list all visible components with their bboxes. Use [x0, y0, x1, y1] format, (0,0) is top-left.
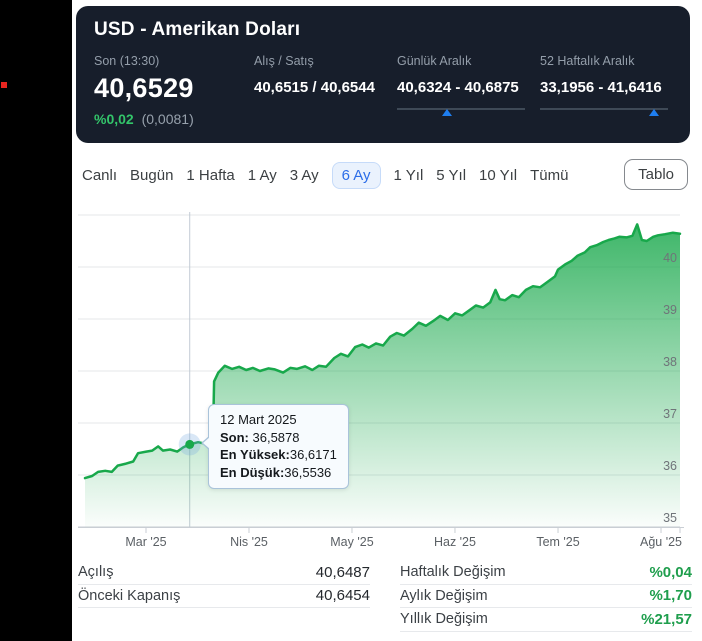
x-axis-label: Nis '25: [230, 535, 268, 549]
stat-last-label: Son (13:30): [94, 54, 160, 68]
tooltip-rows: Son: 36,5878 En Yüksek:36,6171 En Düşük:36…: [220, 429, 337, 482]
y-axis-label: 38: [663, 355, 677, 369]
y-axis-label: 36: [663, 459, 677, 473]
currency-page: USD - Amerikan Doları Son (13:30) 40,652…: [72, 0, 702, 641]
x-axis-label: Ağu '25: [640, 535, 682, 549]
summary-value: %1,70: [649, 587, 692, 605]
tab-6-ay[interactable]: 6 Ay: [331, 161, 381, 189]
tooltip-row: En Yüksek:36,6171: [220, 447, 337, 462]
summary-right-column: Haftalık Değişim %0,04 Aylık Değişim %1,70 Y…: [400, 561, 692, 632]
summary-label: Yıllık Değişim: [400, 611, 488, 628]
tooltip-row: En Düşük:36,5536: [220, 464, 332, 480]
52week-range-value: 33,1956 - 41,6416: [540, 79, 662, 96]
summary-row: Aylık Değişim %1,70: [400, 585, 692, 608]
range-marker-icon: [441, 109, 452, 116]
tab-canlı[interactable]: Canlı: [82, 166, 118, 184]
summary-label: Önceki Kapanış: [78, 587, 181, 604]
summary-value: %21,57: [641, 610, 692, 628]
price-area: [85, 224, 680, 527]
summary-row: Önceki Kapanış 40,6454: [78, 585, 370, 608]
stat-last: Son (13:30) 40,6529 %0,02 (0,0081): [94, 54, 194, 127]
stat-daily-range: Günlük Aralık 40,6324 - 40,6875: [397, 54, 525, 116]
change-row: %0,02 (0,0081): [94, 111, 194, 127]
tab-3-ay[interactable]: 3 Ay: [289, 166, 319, 184]
tooltip-date: 12 Mart 2025: [220, 412, 297, 427]
range-tabs: Canlı Bugün 1 Hafta 1 Ay 3 Ay 6 Ay 1 Yıl 5 Yıl 1…: [82, 159, 568, 191]
summary-label: Aylık Değişim: [400, 587, 488, 604]
summary-label: Açılış: [78, 564, 114, 581]
summary-value: %0,04: [649, 563, 692, 581]
daily-range-slider: [397, 108, 525, 116]
stat-bid-ask: Alış / Satış 40,6515 / 40,6544: [254, 54, 375, 96]
chart-marker: [185, 439, 195, 449]
quote-card: USD - Amerikan Doları Son (13:30) 40,652…: [76, 6, 690, 143]
summary-left-column: Açılış 40,6487 Önceki Kapanış 40,6454: [78, 561, 370, 608]
recording-indicator: [1, 82, 7, 88]
52week-range-slider: [540, 108, 668, 116]
stat-52week-range: 52 Haftalık Aralık 33,1956 - 41,6416: [540, 54, 668, 116]
tab-10-yıl[interactable]: 10 Yıl: [479, 166, 518, 184]
summary-value: 40,6487: [315, 563, 370, 581]
tab-tümü[interactable]: Tümü: [530, 166, 569, 184]
tooltip-row: Son: 36,5878: [220, 429, 300, 445]
daily-range-label: Günlük Aralık: [397, 54, 472, 68]
tooltip-arrow-icon: [203, 437, 210, 449]
table-view-button[interactable]: Tablo: [624, 159, 688, 190]
x-axis-label: Haz '25: [434, 535, 476, 549]
summary-row: Yıllık Değişim %21,57: [400, 608, 692, 632]
bid-ask-value: 40,6515 / 40,6544: [254, 79, 375, 96]
y-axis-label: 35: [663, 511, 677, 525]
daily-range-value: 40,6324 - 40,6875: [397, 79, 519, 96]
price-chart[interactable]: 35 36 37 38 39 40 Mar '25 Nis '25 May '25 Haz '25…: [72, 205, 702, 561]
last-price: 40,6529: [94, 73, 194, 103]
summary-row: Açılış 40,6487: [78, 561, 370, 585]
price-line: [83, 223, 682, 480]
summary-row: Haftalık Değişim %0,04: [400, 561, 692, 585]
tab-1-ay[interactable]: 1 Ay: [247, 166, 277, 184]
x-axis-label: Mar '25: [125, 535, 166, 549]
y-axis-label: 39: [663, 303, 677, 317]
y-axis-label: 40: [663, 251, 677, 265]
52week-range-label: 52 Haftalık Aralık: [540, 54, 635, 68]
x-axis-label: May '25: [330, 535, 373, 549]
bid-ask-label: Alış / Satış: [254, 54, 314, 68]
change-percent: %0,02: [94, 111, 134, 127]
summary-value: 40,6454: [315, 587, 370, 605]
tab-1-yıl[interactable]: 1 Yıl: [393, 166, 424, 184]
summary-label: Haftalık Değişim: [400, 564, 506, 581]
chart-tooltip: 12 Mart 2025 Son: 36,5878 En Yüksek:36,61…: [201, 404, 349, 489]
x-axis-label: Tem '25: [536, 535, 579, 549]
range-marker-icon: [648, 109, 659, 116]
change-absolute: (0,0081): [141, 111, 194, 127]
tab-bugün[interactable]: Bugün: [130, 166, 174, 184]
y-axis-label: 37: [663, 407, 677, 421]
page-title: USD - Amerikan Doları: [94, 19, 301, 40]
tab-1-hafta[interactable]: 1 Hafta: [186, 166, 235, 184]
tab-5-yıl[interactable]: 5 Yıl: [436, 166, 467, 184]
